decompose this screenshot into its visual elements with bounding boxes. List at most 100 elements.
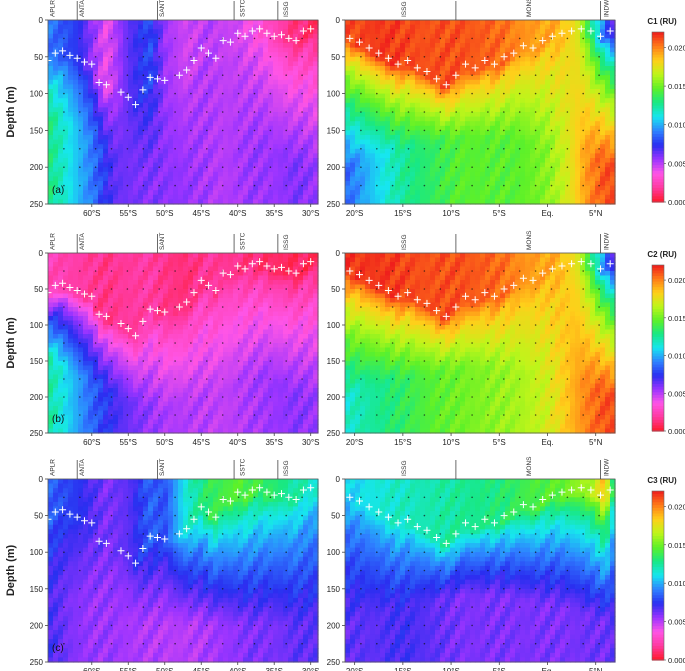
heat-cell xyxy=(375,38,381,44)
heat-cell xyxy=(395,79,401,85)
heat-cell xyxy=(350,121,356,127)
heat-cell xyxy=(113,102,119,108)
heat-cell xyxy=(143,43,149,49)
heat-cell xyxy=(500,75,506,81)
heat-cell xyxy=(93,176,99,182)
heat-cell xyxy=(138,24,144,30)
heat-cell xyxy=(88,176,94,182)
heat-cell xyxy=(68,98,74,104)
heat-cell xyxy=(520,162,526,168)
heat-cell xyxy=(480,167,486,173)
heat-cell xyxy=(123,199,129,205)
heat-cell xyxy=(48,194,54,200)
heat-cell xyxy=(460,38,466,44)
heat-cell xyxy=(68,284,74,290)
heat-cell xyxy=(430,98,436,104)
heat-cell xyxy=(510,144,516,150)
heat-cell xyxy=(98,121,104,127)
heat-cell xyxy=(148,190,154,196)
heat-cell xyxy=(555,70,561,76)
heat-cell xyxy=(53,61,59,67)
heat-cell xyxy=(123,139,129,145)
heat-cell xyxy=(88,158,94,164)
heat-cell xyxy=(595,112,601,118)
heat-cell xyxy=(600,130,606,136)
heat-cell xyxy=(158,75,164,81)
heat-cell xyxy=(450,125,456,131)
heat-cell xyxy=(288,52,294,58)
heat-cell xyxy=(73,194,79,200)
heat-cell xyxy=(465,162,471,168)
heat-cell xyxy=(595,102,601,108)
heat-cell xyxy=(555,181,561,187)
heat-cell xyxy=(425,153,431,159)
heat-cell xyxy=(475,47,481,53)
heatmap xyxy=(48,20,319,205)
heat-cell xyxy=(530,93,536,99)
region-label: INDW xyxy=(603,0,610,17)
heat-cell xyxy=(83,199,89,205)
heat-cell xyxy=(480,102,486,108)
heat-cell xyxy=(283,52,289,58)
heat-cell xyxy=(218,24,224,30)
heat-cell xyxy=(223,121,229,127)
heat-cell xyxy=(113,125,119,131)
heat-cell xyxy=(410,162,416,168)
heat-cell xyxy=(480,171,486,177)
heat-cell xyxy=(188,121,194,127)
heat-cell xyxy=(133,79,139,85)
heat-cell xyxy=(565,33,571,39)
heat-cell xyxy=(233,33,239,39)
heat-cell xyxy=(470,194,476,200)
heat-cell xyxy=(258,56,264,62)
heat-cell xyxy=(430,121,436,127)
heat-cell xyxy=(183,171,189,177)
x-tick-label: 50°S xyxy=(156,209,173,218)
heat-cell xyxy=(103,194,109,200)
heat-cell xyxy=(415,135,421,141)
heat-cell xyxy=(480,176,486,182)
sample-dot xyxy=(534,148,537,150)
heat-cell xyxy=(585,194,591,200)
sample-dot xyxy=(142,37,145,40)
heat-cell xyxy=(243,176,249,182)
heat-cell xyxy=(113,89,119,95)
heat-cell xyxy=(510,56,516,62)
heat-cell xyxy=(73,148,79,154)
heat-cell xyxy=(445,181,451,187)
heat-cell xyxy=(78,171,84,177)
heat-cell xyxy=(108,61,114,67)
heat-cell xyxy=(98,93,104,99)
heat-cell xyxy=(233,135,239,141)
heat-cell xyxy=(580,89,586,95)
heat-cell xyxy=(258,43,264,49)
heat-cell xyxy=(218,135,224,141)
heat-cell xyxy=(415,75,421,81)
heat-cell xyxy=(83,61,89,67)
heat-cell xyxy=(445,153,451,159)
heat-cell xyxy=(48,135,54,141)
heat-cell xyxy=(98,102,104,108)
heat-cell xyxy=(198,75,204,81)
heat-cell xyxy=(490,199,496,205)
heat-cell xyxy=(590,171,596,177)
heat-cell xyxy=(278,61,284,67)
heat-cell xyxy=(248,190,254,196)
heat-cell xyxy=(415,158,421,164)
heat-cell xyxy=(595,107,601,113)
heat-cell xyxy=(535,56,541,62)
heat-cell xyxy=(133,33,139,39)
heat-cell xyxy=(173,52,179,58)
heat-cell xyxy=(600,89,606,95)
heat-cell xyxy=(243,107,249,113)
heat-cell xyxy=(268,162,274,168)
heat-cell xyxy=(63,253,69,259)
mld-point xyxy=(59,47,67,55)
heat-cell xyxy=(263,66,269,72)
heat-cell xyxy=(485,98,491,104)
heat-cell xyxy=(208,75,214,81)
heat-cell xyxy=(400,162,406,168)
heat-cell xyxy=(495,70,501,76)
heat-cell xyxy=(365,171,371,177)
heat-cell xyxy=(53,135,59,141)
